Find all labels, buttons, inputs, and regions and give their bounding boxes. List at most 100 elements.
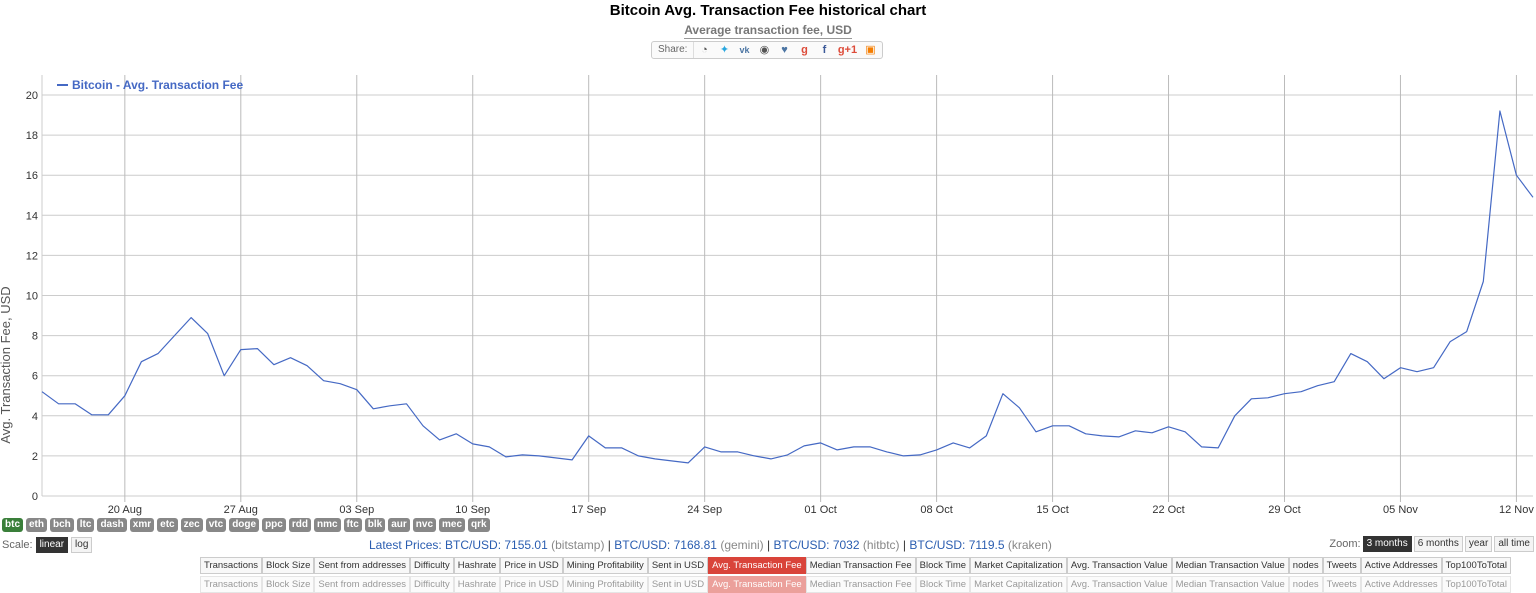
metric-tab[interactable]: Tweets [1322,576,1361,593]
x-tick-label: 01 Oct [804,504,836,516]
y-axis-ticks: 0 2 4 6 8 10 12 14 16 18 20 [26,90,38,503]
metric-tab[interactable]: Median Transaction Value [1171,557,1289,574]
scale-linear-button[interactable]: linear [35,537,69,553]
metric-tab[interactable]: Sent from addresses [314,576,411,593]
coin-btc[interactable]: btc [2,518,23,532]
coin-mec[interactable]: mec [439,518,466,532]
y-tick-label: 4 [32,411,38,423]
y-tick-label: 14 [26,210,38,222]
metric-tab[interactable]: Sent in USD [647,557,709,574]
coin-dash[interactable]: dash [97,518,127,532]
metric-tab[interactable]: Active Addresses [1360,557,1442,574]
metric-tab[interactable]: Mining Profitability [562,557,648,574]
metric-tab[interactable]: Difficulty [410,557,454,574]
x-tick-label: 12 Nov [1499,504,1534,516]
x-tick-label: 20 Aug [108,504,142,516]
zoom-control: Zoom: 3 months 6 months year all time [1329,536,1534,552]
coin-qrk[interactable]: qrk [468,518,490,532]
y-tick-label: 6 [32,371,38,383]
metric-tab[interactable]: Price in USD [500,557,563,574]
metric-tab[interactable]: Market Capitalization [970,557,1067,574]
x-tick-label: 22 Oct [1152,504,1184,516]
facebook-icon[interactable]: f [822,44,827,56]
metric-tab[interactable]: nodes [1288,557,1323,574]
zoom-year-button[interactable]: year [1464,536,1493,552]
metric-tab[interactable]: Hashrate [453,576,501,593]
coin-nmc[interactable]: nmc [313,518,341,532]
zoom-6-months-button[interactable]: 6 months [1413,536,1463,552]
metric-tab[interactable]: Hashrate [453,557,501,574]
metric-tab[interactable]: Market Capitalization [970,576,1067,593]
coin-aur[interactable]: aur [388,518,410,532]
coin-etc[interactable]: etc [157,518,178,532]
coin-rdd[interactable]: rdd [288,518,311,532]
metric-tab[interactable]: Transactions [200,576,263,593]
metric-tab[interactable]: Block Size [262,576,315,593]
reddit-icon[interactable]: ◔ [701,44,708,56]
chart-legend[interactable]: Bitcoin - Avg. Transaction Fee [57,78,243,92]
coin-eth[interactable]: eth [26,518,47,532]
metric-tab[interactable]: nodes [1288,576,1323,593]
metrics-menu-secondary: Transactions Block Size Sent from addresse… [200,576,1511,593]
price-bitstamp[interactable]: BTC/USD: 7155.01 [445,538,548,552]
price-source-gemini: (gemini) [720,538,764,552]
coin-ppc[interactable]: ppc [262,518,286,532]
metric-tab[interactable]: Top100ToTotal [1441,557,1511,574]
coin-xmr[interactable]: xmr [129,518,155,532]
x-tick-label: 10 Sep [455,504,490,516]
metric-tab[interactable]: Median Transaction Value [1171,576,1289,593]
share-bar: Share: ◔ ✦ vk ◉ ♥ g f g+1 ▣ [651,41,883,59]
metric-tab[interactable]: Avg. Transaction Value [1066,557,1172,574]
coin-bch[interactable]: bch [50,518,74,532]
metric-tab[interactable]: Block Size [262,557,315,574]
chart-area[interactable]: 0 2 4 6 8 10 12 14 16 18 20 20 Aug 27 Aug 03 Sep 10 S… [0,70,1536,520]
legend-label[interactable]: Bitcoin - Avg. Transaction Fee [72,78,243,92]
google-plus-one-icon[interactable]: g+1 [837,44,858,56]
metric-tab[interactable]: Price in USD [500,576,563,593]
scale-log-button[interactable]: log [71,537,93,553]
chart-subtitle-text[interactable]: Average transaction fee, USD [684,23,852,39]
y-tick-label: 12 [26,250,38,262]
coin-nvc[interactable]: nvc [412,518,437,532]
google-plus-icon[interactable]: g [801,44,808,56]
price-hitbtc[interactable]: BTC/USD: 7032 [773,538,860,552]
metric-tab[interactable]: Block Time [915,557,971,574]
metric-tab[interactable]: Sent in USD [647,576,709,593]
series-line-bitcoin-avg-transaction-fee[interactable] [41,110,1534,464]
metric-tab[interactable]: Avg. Transaction Fee [708,557,806,574]
coin-ftc[interactable]: ftc [343,518,362,532]
metric-tab[interactable]: Active Addresses [1360,576,1442,593]
metric-tab[interactable]: Tweets [1322,557,1361,574]
metric-tab[interactable]: Mining Profitability [562,576,648,593]
chart-subtitle[interactable]: Average transaction fee, USD [0,23,1536,39]
metric-tab[interactable]: Avg. Transaction Fee [708,576,806,593]
metric-tab[interactable]: Block Time [915,576,971,593]
weibo-icon[interactable]: ◉ [759,44,770,56]
price-source-bitstamp: (bitstamp) [551,538,605,552]
coin-ltc[interactable]: ltc [76,518,95,532]
metric-tab[interactable]: Sent from addresses [314,557,411,574]
metric-tab[interactable]: Avg. Transaction Value [1066,576,1172,593]
zoom-3-months-button[interactable]: 3 months [1362,536,1412,552]
like-icon[interactable]: ♥ [781,44,788,56]
metric-tab[interactable]: Median Transaction Fee [805,557,916,574]
price-kraken[interactable]: BTC/USD: 7119.5 [909,538,1005,552]
coin-selector: btc eth bch ltc dash xmr etc zec vtc doge ppc rdd nm… [2,518,490,532]
coin-doge[interactable]: doge [229,518,260,532]
coin-vtc[interactable]: vtc [205,518,227,532]
x-tick-label: 29 Oct [1268,504,1300,516]
metric-tab[interactable]: Transactions [200,557,263,574]
blogger-icon[interactable]: ▣ [865,44,876,56]
vk-icon[interactable]: vk [739,45,750,55]
coin-blk[interactable]: blk [364,518,386,532]
coin-zec[interactable]: zec [180,518,203,532]
metric-tab[interactable]: Top100ToTotal [1441,576,1511,593]
metric-tab[interactable]: Difficulty [410,576,454,593]
price-gemini[interactable]: BTC/USD: 7168.81 [614,538,717,552]
twitter-icon[interactable]: ✦ [719,44,730,56]
y-axis-label: Avg. Transaction Fee, USD [0,286,13,443]
chart-title: Bitcoin Avg. Transaction Fee historical … [609,2,927,19]
zoom-all-time-button[interactable]: all time [1494,536,1534,552]
y-tick-label: 0 [32,491,38,503]
metric-tab[interactable]: Median Transaction Fee [805,576,916,593]
